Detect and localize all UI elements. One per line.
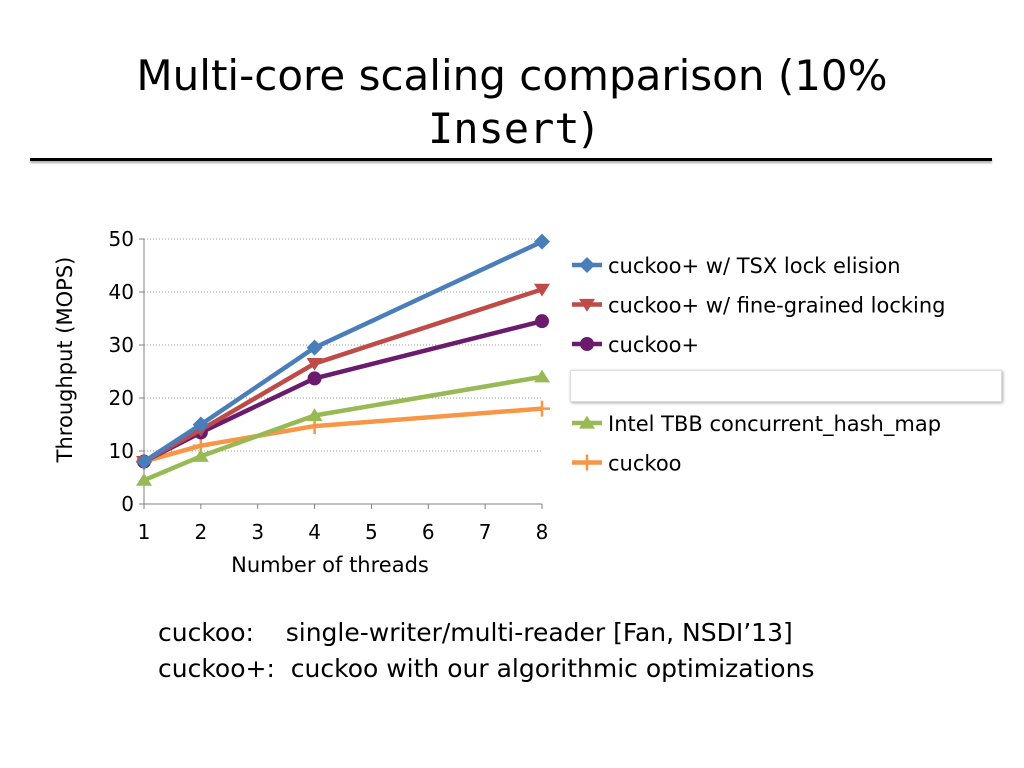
series-line-0	[142, 239, 543, 464]
legend-entry-label: cuckoo+ w/ fine-grained locking	[608, 294, 946, 318]
y-tick-label: 40	[109, 280, 134, 304]
legend-entry-label: cuckoo	[608, 452, 682, 476]
series-2-point	[535, 314, 549, 329]
slide-title-text: Multi-core scaling comparison (10%	[136, 51, 888, 100]
series-2-point	[307, 371, 322, 386]
y-tick-label: 10	[109, 439, 134, 463]
series-1-point	[534, 283, 550, 297]
slide-title-line2: Insert)	[0, 108, 1024, 150]
y-tick-label: 20	[109, 386, 134, 410]
y-tick-label: 0	[121, 492, 134, 516]
legend-swatch-marker	[579, 257, 595, 273]
slide-title-close: )	[579, 104, 597, 153]
series-0-point	[192, 416, 209, 433]
x-tick-label: 3	[251, 520, 264, 544]
series-4-point	[306, 408, 323, 422]
series-5-point	[534, 400, 550, 417]
legend-entry-label: cuckoo+ w/ TSX lock elision	[608, 254, 901, 278]
slide-title-code: Insert	[427, 104, 580, 153]
x-tick-label: 2	[194, 520, 207, 544]
legend-swatch-marker	[580, 337, 594, 351]
legend-entry-label: cuckoo+	[608, 333, 699, 357]
series-0-point	[534, 233, 550, 250]
legend-swatch-marker	[579, 454, 595, 471]
x-tick-label: 6	[422, 520, 435, 544]
x-tick-label: 7	[479, 520, 492, 544]
legend-swatch-marker	[579, 298, 595, 312]
series-line-4	[143, 374, 543, 483]
legend-cover-box	[570, 370, 1002, 402]
series-1-point	[306, 357, 323, 371]
title-rule	[30, 158, 992, 161]
footnote-cuckoo-plus: cuckoo+: cuckoo with our algorithmic opt…	[158, 654, 815, 683]
legend-swatch-marker	[579, 415, 595, 429]
series-4-point	[534, 369, 550, 383]
y-axis-label: Throughput (MOPS)	[53, 257, 77, 464]
y-tick-label: 30	[109, 333, 134, 357]
slide-title-line1: Multi-core scaling comparison (10%	[0, 55, 1024, 97]
series-4-point	[136, 472, 152, 486]
y-tick-label: 50	[109, 227, 134, 251]
legend-entry-label: Intel TBB concurrent_hash_map	[608, 412, 941, 437]
footnote-cuckoo: cuckoo: single-writer/multi-reader [Fan,…	[158, 618, 793, 647]
x-tick-label: 4	[308, 520, 321, 544]
series-4-point	[192, 449, 209, 462]
x-tick-label: 8	[536, 520, 549, 544]
series-0-point	[306, 339, 323, 356]
series-line-2	[142, 318, 543, 464]
series-0-point	[136, 453, 152, 470]
x-axis-label: Number of threads	[231, 553, 429, 577]
x-tick-label: 5	[365, 520, 378, 544]
x-tick-label: 1	[138, 520, 151, 544]
